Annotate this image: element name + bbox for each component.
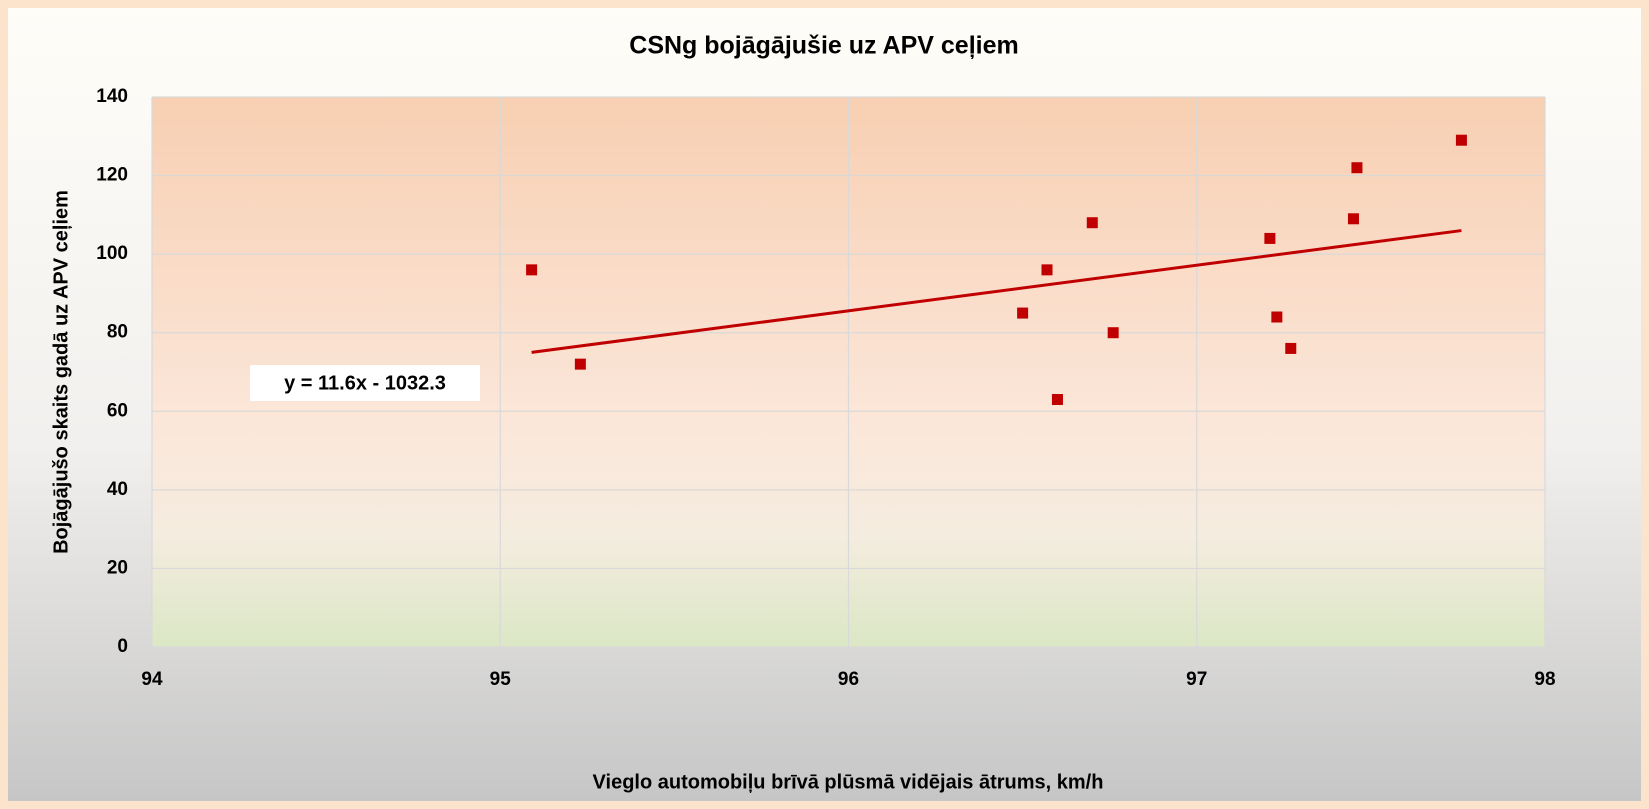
point xyxy=(574,358,586,370)
point xyxy=(1017,307,1029,319)
point xyxy=(1351,162,1363,174)
point xyxy=(1041,264,1053,276)
y-axis-title: Bojāgājušo skaits gadā uz APV ceļiem xyxy=(50,190,72,554)
y-tick-label: 20 xyxy=(107,557,128,578)
x-tick-label: 98 xyxy=(1534,669,1555,690)
point xyxy=(1271,311,1283,323)
point xyxy=(1086,217,1098,229)
y-tick-label: 140 xyxy=(96,86,128,107)
trendline-equation: y = 11.6x - 1032.3 xyxy=(284,372,446,394)
y-tick-label: 40 xyxy=(107,479,128,500)
y-tick-label: 100 xyxy=(96,243,128,264)
point xyxy=(1264,232,1276,244)
trendline xyxy=(531,229,1462,354)
point xyxy=(526,264,538,276)
x-axis-title: Vieglo automobiļu brīvā plūsmā vidējais … xyxy=(593,771,1104,793)
y-tick-label: 120 xyxy=(96,165,128,186)
y-tick-label: 0 xyxy=(117,636,128,657)
point xyxy=(1051,394,1063,405)
x-tick-label: 96 xyxy=(838,669,859,690)
point xyxy=(1107,327,1119,339)
y-tick-label: 80 xyxy=(107,322,128,343)
x-tick-label: 97 xyxy=(1186,669,1207,690)
point xyxy=(1285,342,1297,354)
chart-title: CSNg bojāgājušie uz APV ceļiem xyxy=(629,32,1018,60)
x-tick-label: 94 xyxy=(141,669,163,690)
equation-box xyxy=(250,365,480,401)
y-tick-label: 60 xyxy=(107,400,128,421)
point xyxy=(1347,213,1359,225)
x-tick-label: 95 xyxy=(490,669,512,690)
point xyxy=(1455,134,1467,146)
